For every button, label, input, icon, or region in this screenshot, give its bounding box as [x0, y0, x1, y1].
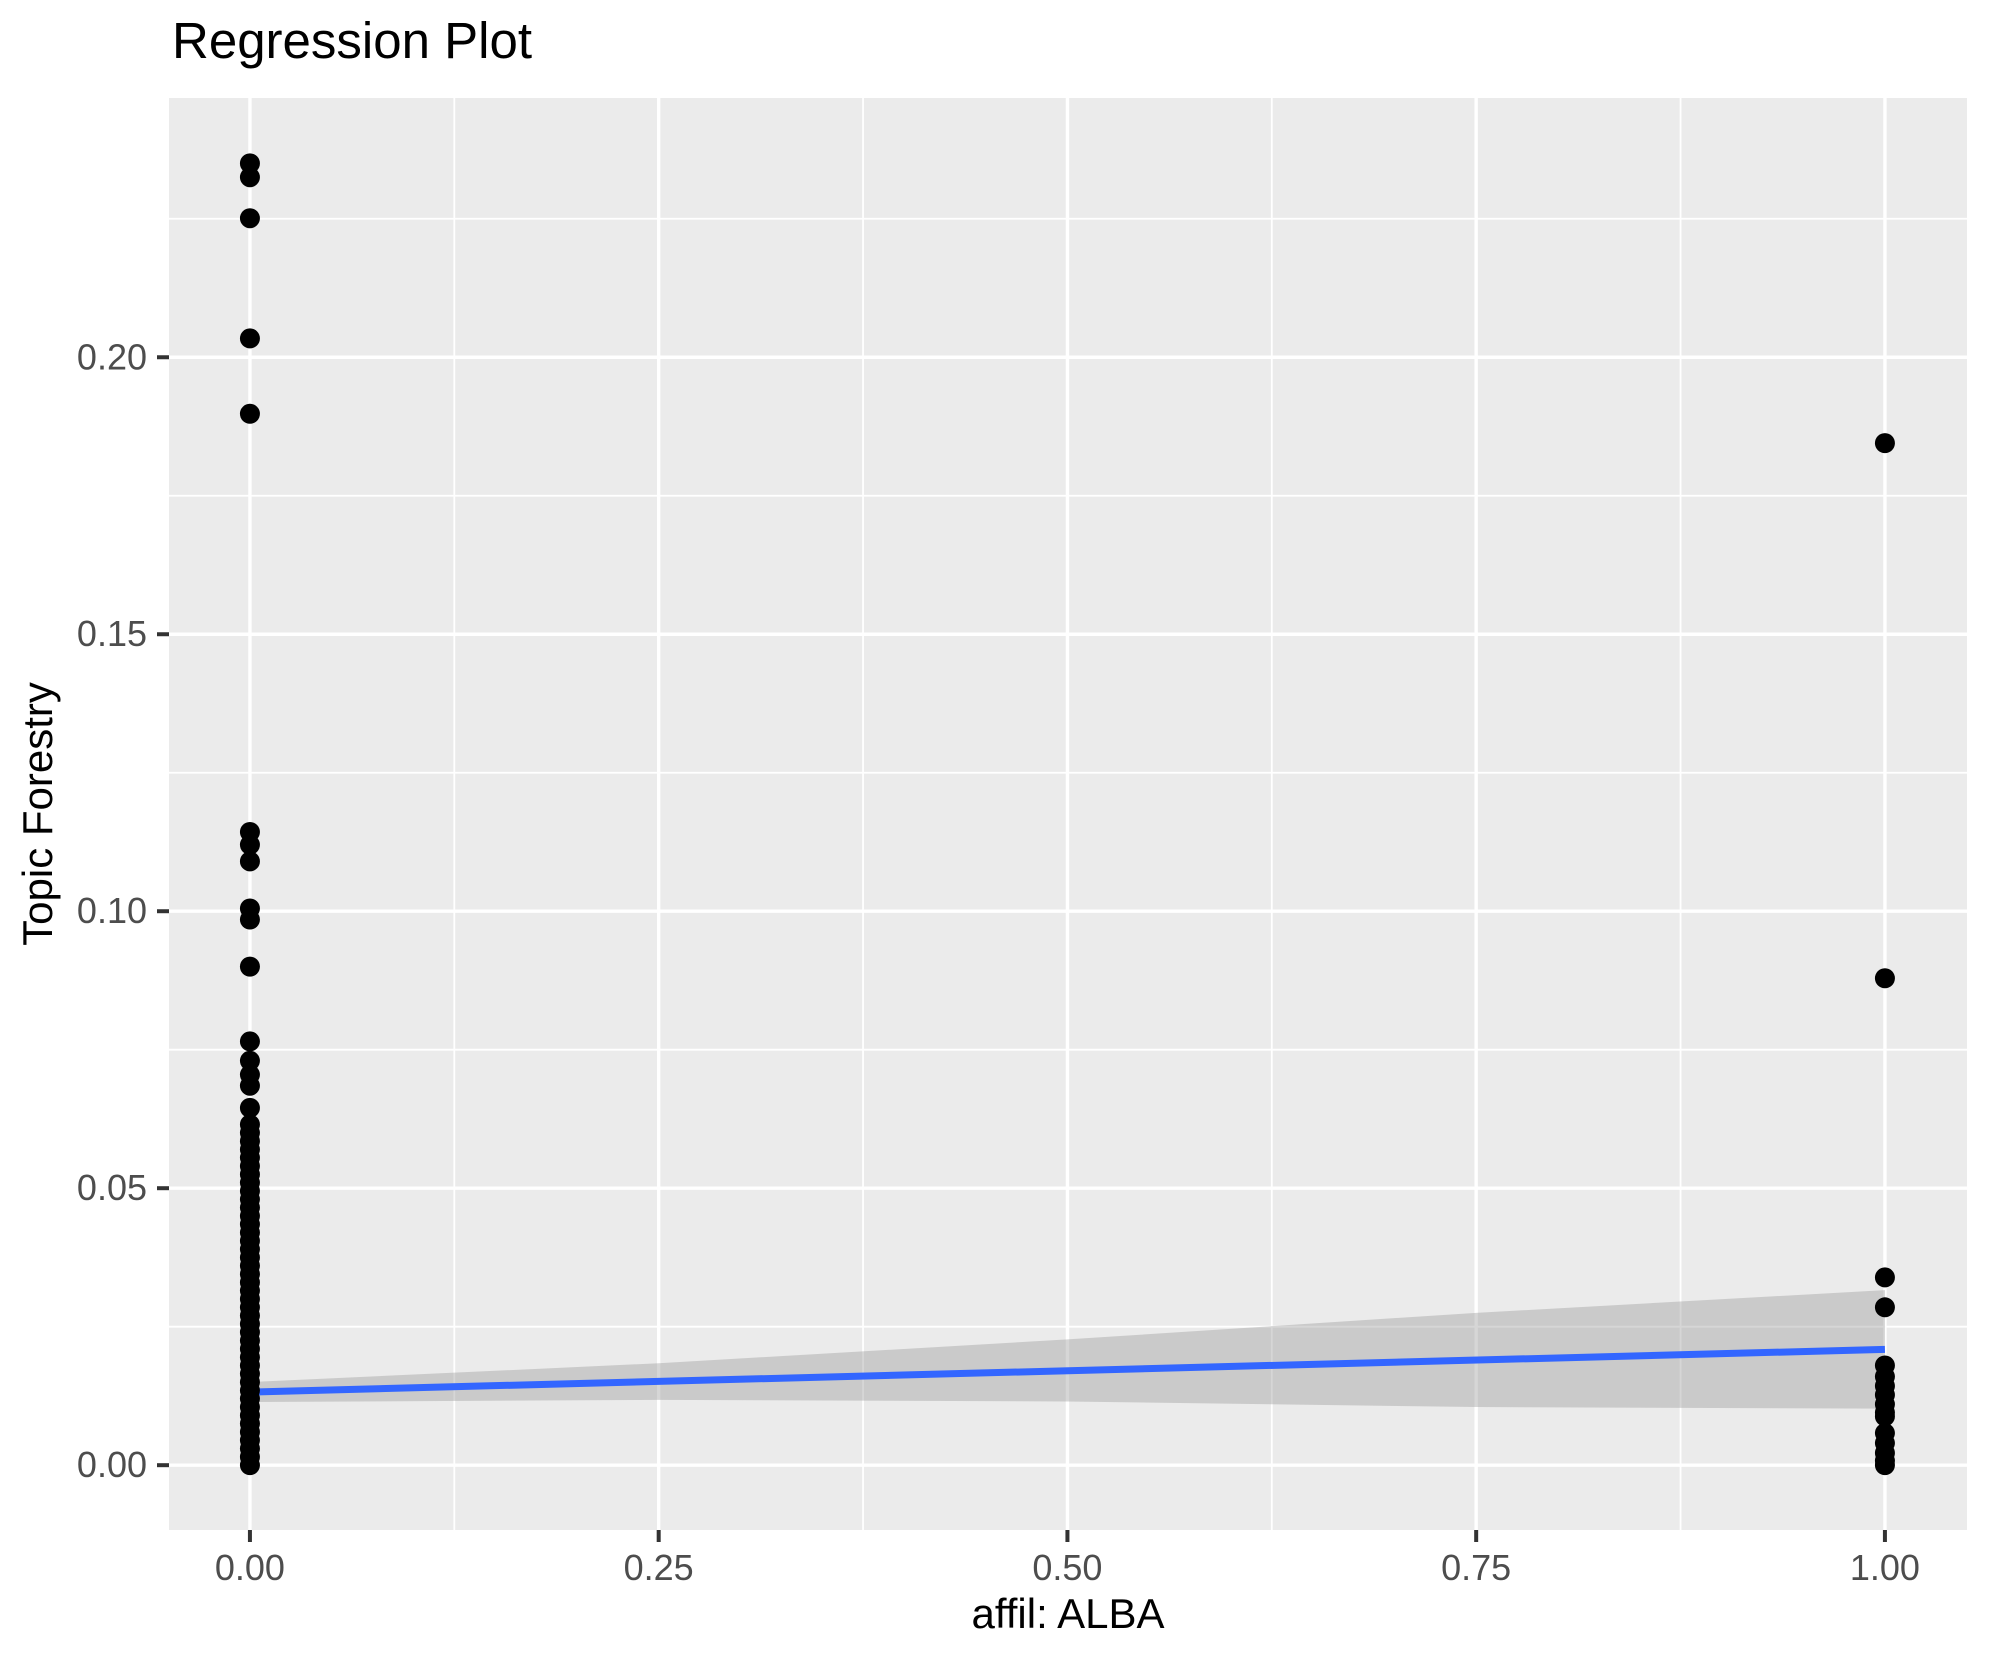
data-point [1874, 433, 1895, 454]
x-axis-title: affil: ALBA [971, 1590, 1164, 1637]
data-point [1874, 1423, 1895, 1444]
data-point [239, 898, 260, 919]
x-tick-label: 0.25 [624, 1547, 694, 1588]
data-point [1874, 1355, 1895, 1376]
data-point [239, 851, 260, 872]
plot-title: Regression Plot [172, 12, 532, 69]
x-tick-label: 0.00 [215, 1547, 285, 1588]
data-point [239, 1114, 260, 1135]
y-tick-label: 0.20 [77, 336, 147, 377]
x-tick-label: 1.00 [1850, 1547, 1920, 1588]
data-point [239, 956, 260, 977]
y-tick-label: 0.10 [77, 890, 147, 931]
data-point [239, 403, 260, 424]
y-tick-label: 0.15 [77, 613, 147, 654]
data-point [239, 167, 260, 188]
x-tick-label: 0.50 [1032, 1547, 1102, 1588]
x-tick-label: 0.75 [1441, 1547, 1511, 1588]
data-point [239, 328, 260, 349]
y-axis-title: Topic Forestry [14, 682, 61, 946]
y-tick-label: 0.05 [77, 1167, 147, 1208]
data-point [239, 1064, 260, 1085]
data-point [239, 1050, 260, 1071]
data-point [1874, 1297, 1895, 1318]
data-point [239, 208, 260, 229]
regression-line [249, 1345, 1886, 1396]
plot-panel: 0.00 0.25 0.50 0.75 1.00 0.00 0.05 0.10 0.15 0.20 [77, 98, 1967, 1588]
data-point [239, 1031, 260, 1052]
data-point [239, 1097, 260, 1118]
y-tick-label: 0.00 [77, 1444, 147, 1485]
data-point [239, 822, 260, 843]
data-point [1874, 1267, 1895, 1288]
data-point [1874, 968, 1895, 989]
data-point [239, 153, 260, 174]
